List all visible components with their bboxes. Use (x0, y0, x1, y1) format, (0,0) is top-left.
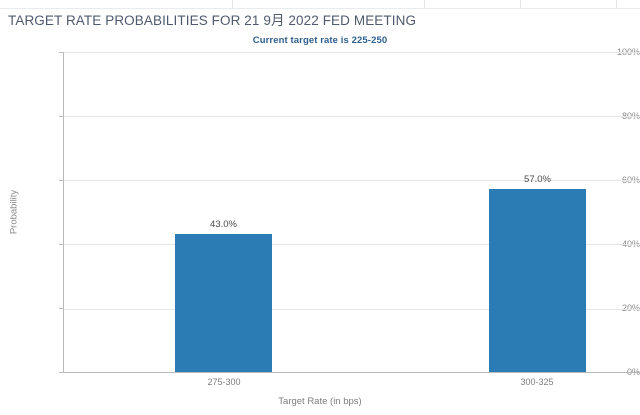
plot-area: 43.0% 57.0% (63, 52, 640, 373)
y-tick-mark-100 (59, 52, 63, 53)
gridline-40 (63, 244, 640, 245)
gridline-80 (63, 116, 640, 117)
gridline-20 (63, 309, 640, 310)
bar-275-300[interactable] (175, 233, 272, 372)
truncated-spreadsheet-row (0, 0, 640, 9)
chart-subtitle: Current target rate is 225-250 (252, 35, 388, 46)
y-tick-mark-60 (59, 180, 63, 181)
sheet-column-divider (232, 0, 233, 8)
gridline-100 (63, 52, 640, 53)
y-tick-mark-20 (59, 308, 63, 309)
y-tick-mark-40 (59, 244, 63, 245)
y-tick-label-20: 20% (621, 303, 640, 313)
bar-value-label-300-325: 57.0% (524, 174, 551, 186)
y-axis-title: Probability (8, 189, 20, 235)
sheet-column-divider (616, 0, 617, 8)
chart-title: TARGET RATE PROBABILITIES FOR 21 9月 2022… (8, 13, 417, 28)
gridline-60 (63, 180, 640, 181)
x-tick-label-275-300: 275-300 (207, 377, 241, 387)
bar-value-label-275-300: 43.0% (210, 218, 237, 230)
bar-300-325[interactable] (489, 189, 586, 372)
x-axis-spine (63, 372, 640, 373)
y-tick-mark-80 (59, 116, 63, 117)
y-axis-spine (63, 52, 64, 373)
sheet-column-divider (520, 0, 521, 8)
sheet-column-divider (424, 0, 425, 8)
y-tick-mark-0 (59, 372, 63, 373)
x-tick-label-300-325: 300-325 (520, 377, 554, 387)
x-axis-title: Target Rate (in bps) (278, 396, 362, 407)
